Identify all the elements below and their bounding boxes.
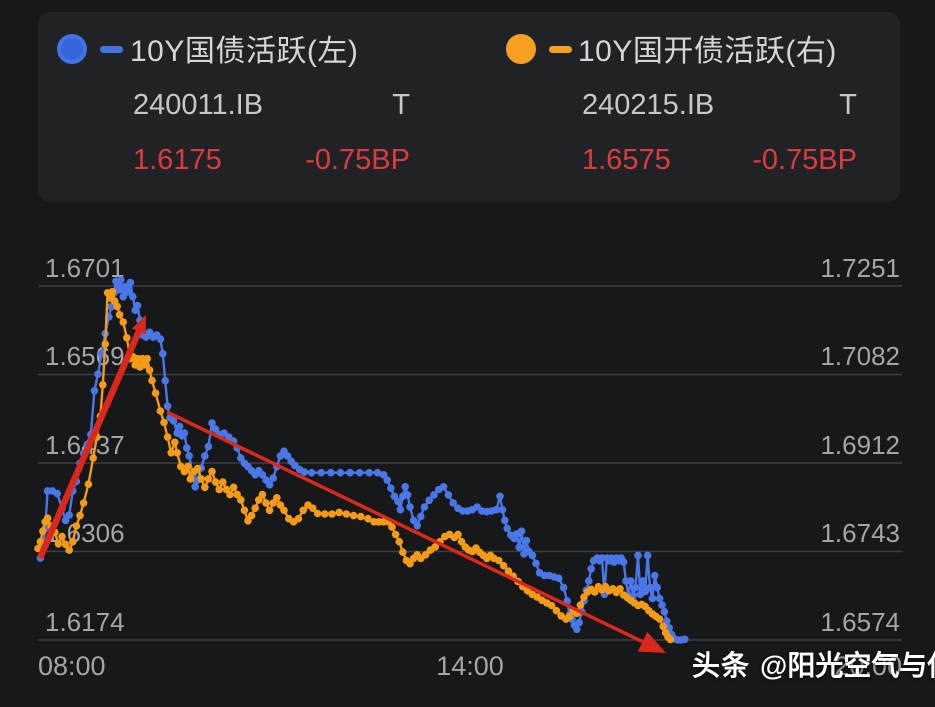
series-right-title: 10Y国开债活跃(右) [578, 35, 837, 68]
watermark-brand: 头条 [692, 650, 751, 681]
series-left-period[interactable]: T [392, 89, 410, 121]
series-line-swatch-icon [100, 46, 123, 53]
watermark-handle: @阳光空气与你 [760, 650, 935, 681]
series-right-price: 1.6575 [582, 144, 671, 176]
x-axis-tick: 20:00 [834, 651, 902, 681]
quote-panel: 10Y国债活跃(左) 240011.IB T 1.6175 -0.75BP 10… [38, 12, 900, 202]
right-axis-tick: 1.6574 [820, 607, 900, 637]
left-axis-tick: 1.6569 [45, 341, 125, 371]
series-right-change: -0.75BP [752, 144, 857, 176]
right-axis-tick: 1.7082 [820, 341, 900, 371]
series-left-code: 240011.IB [133, 89, 264, 121]
left-axis-tick: 1.6174 [45, 607, 125, 637]
right-axis-tick: 1.6912 [820, 430, 900, 460]
x-axis-tick: 14:00 [436, 651, 504, 681]
series-right-code: 240215.IB [582, 89, 715, 121]
left-axis-tick: 1.6701 [45, 253, 125, 283]
series-left-title: 10Y国债活跃(左) [130, 35, 359, 68]
series-left-price: 1.6175 [133, 144, 222, 176]
series-lines [34, 276, 689, 644]
right-axis-tick: 1.7251 [820, 253, 900, 283]
radio-selected-icon[interactable] [57, 34, 87, 64]
watermark: 头条 @阳光空气与你 [692, 650, 935, 682]
series-left-change: -0.75BP [305, 144, 410, 176]
right-axis-tick: 1.6743 [820, 518, 900, 548]
x-axis-tick: 08:00 [38, 651, 106, 681]
gridlines [38, 285, 902, 641]
trend-arrows [37, 315, 666, 653]
series-line-swatch-icon [549, 46, 572, 53]
radio-selected-icon[interactable] [506, 34, 536, 64]
series-right-period[interactable]: T [839, 89, 857, 121]
